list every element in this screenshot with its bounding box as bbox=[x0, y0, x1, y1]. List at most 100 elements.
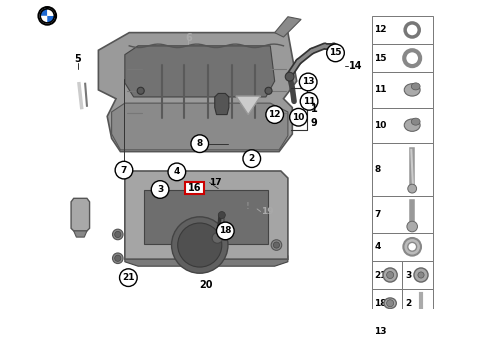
Circle shape bbox=[265, 87, 272, 94]
Wedge shape bbox=[40, 16, 48, 23]
Circle shape bbox=[286, 72, 294, 81]
Text: 1: 1 bbox=[311, 104, 318, 114]
Wedge shape bbox=[48, 9, 54, 16]
Circle shape bbox=[114, 255, 121, 261]
Circle shape bbox=[216, 222, 234, 240]
Circle shape bbox=[178, 223, 222, 267]
Text: 2: 2 bbox=[405, 299, 411, 308]
Ellipse shape bbox=[404, 84, 420, 96]
Text: 12: 12 bbox=[268, 110, 281, 119]
Text: 14: 14 bbox=[348, 61, 362, 71]
Circle shape bbox=[414, 268, 428, 282]
Circle shape bbox=[152, 181, 169, 198]
Text: 18: 18 bbox=[374, 299, 387, 308]
Bar bbox=[372, 289, 402, 317]
Circle shape bbox=[418, 272, 424, 278]
Bar bbox=[372, 317, 402, 345]
Circle shape bbox=[243, 150, 260, 167]
Circle shape bbox=[191, 135, 208, 153]
Text: 7: 7 bbox=[374, 210, 380, 219]
Circle shape bbox=[386, 300, 394, 307]
Ellipse shape bbox=[412, 83, 420, 90]
Text: 4: 4 bbox=[374, 242, 380, 251]
Polygon shape bbox=[112, 103, 288, 150]
Text: 3: 3 bbox=[405, 271, 411, 280]
Circle shape bbox=[112, 253, 123, 264]
Circle shape bbox=[408, 243, 416, 251]
Polygon shape bbox=[125, 46, 274, 97]
Polygon shape bbox=[144, 189, 268, 244]
Circle shape bbox=[326, 44, 344, 62]
Text: 16: 16 bbox=[188, 183, 201, 193]
Circle shape bbox=[212, 233, 222, 243]
Wedge shape bbox=[40, 9, 48, 16]
Text: 8: 8 bbox=[374, 165, 380, 174]
Ellipse shape bbox=[384, 298, 396, 308]
Bar bbox=[372, 233, 434, 261]
Polygon shape bbox=[125, 256, 288, 266]
Text: !: ! bbox=[246, 202, 250, 211]
Text: 17: 17 bbox=[210, 178, 222, 187]
Bar bbox=[372, 261, 402, 289]
Polygon shape bbox=[236, 96, 260, 114]
Polygon shape bbox=[274, 17, 301, 37]
Circle shape bbox=[218, 211, 226, 219]
Text: 3: 3 bbox=[157, 185, 163, 194]
Polygon shape bbox=[71, 198, 90, 231]
Bar bbox=[372, 72, 434, 107]
Circle shape bbox=[404, 238, 421, 256]
Wedge shape bbox=[48, 16, 54, 23]
Circle shape bbox=[112, 229, 123, 240]
Text: 4: 4 bbox=[174, 167, 180, 176]
Circle shape bbox=[120, 269, 137, 286]
Circle shape bbox=[115, 161, 133, 179]
Circle shape bbox=[137, 87, 144, 94]
Text: 5: 5 bbox=[74, 54, 82, 64]
Ellipse shape bbox=[412, 118, 420, 125]
Bar bbox=[372, 143, 434, 196]
Text: 11: 11 bbox=[374, 85, 387, 94]
Circle shape bbox=[386, 337, 394, 344]
Bar bbox=[185, 182, 204, 194]
Text: 6: 6 bbox=[185, 33, 192, 43]
Circle shape bbox=[386, 272, 394, 279]
Circle shape bbox=[114, 231, 121, 238]
Text: 11: 11 bbox=[303, 97, 316, 106]
Text: 19: 19 bbox=[262, 207, 274, 216]
Polygon shape bbox=[125, 171, 288, 259]
Text: 7: 7 bbox=[121, 166, 127, 175]
Ellipse shape bbox=[404, 119, 420, 131]
Circle shape bbox=[172, 217, 228, 273]
Text: 12: 12 bbox=[374, 26, 387, 34]
Text: 10: 10 bbox=[374, 121, 386, 130]
Text: 18: 18 bbox=[219, 226, 232, 236]
Bar bbox=[372, 107, 434, 143]
Circle shape bbox=[168, 163, 186, 181]
Bar bbox=[372, 196, 434, 233]
Text: 13: 13 bbox=[302, 77, 314, 86]
Polygon shape bbox=[98, 33, 296, 152]
Bar bbox=[402, 261, 434, 289]
Circle shape bbox=[274, 242, 280, 248]
Text: 10: 10 bbox=[292, 113, 304, 122]
Bar bbox=[372, 16, 434, 44]
Circle shape bbox=[300, 73, 317, 91]
Circle shape bbox=[266, 106, 283, 124]
Text: 2: 2 bbox=[248, 154, 255, 163]
Polygon shape bbox=[74, 231, 87, 237]
Circle shape bbox=[334, 51, 341, 58]
Text: 15: 15 bbox=[329, 48, 342, 57]
Bar bbox=[402, 289, 434, 317]
Text: 20: 20 bbox=[199, 280, 212, 290]
Text: 8: 8 bbox=[196, 139, 203, 148]
Text: 13: 13 bbox=[374, 327, 387, 336]
Text: 15: 15 bbox=[374, 54, 387, 63]
Text: 21: 21 bbox=[374, 271, 387, 280]
Circle shape bbox=[383, 268, 397, 282]
Polygon shape bbox=[214, 93, 229, 114]
Circle shape bbox=[290, 108, 308, 126]
Bar bbox=[372, 44, 434, 72]
Text: 9: 9 bbox=[311, 118, 318, 128]
Circle shape bbox=[408, 184, 416, 193]
Circle shape bbox=[271, 240, 281, 250]
